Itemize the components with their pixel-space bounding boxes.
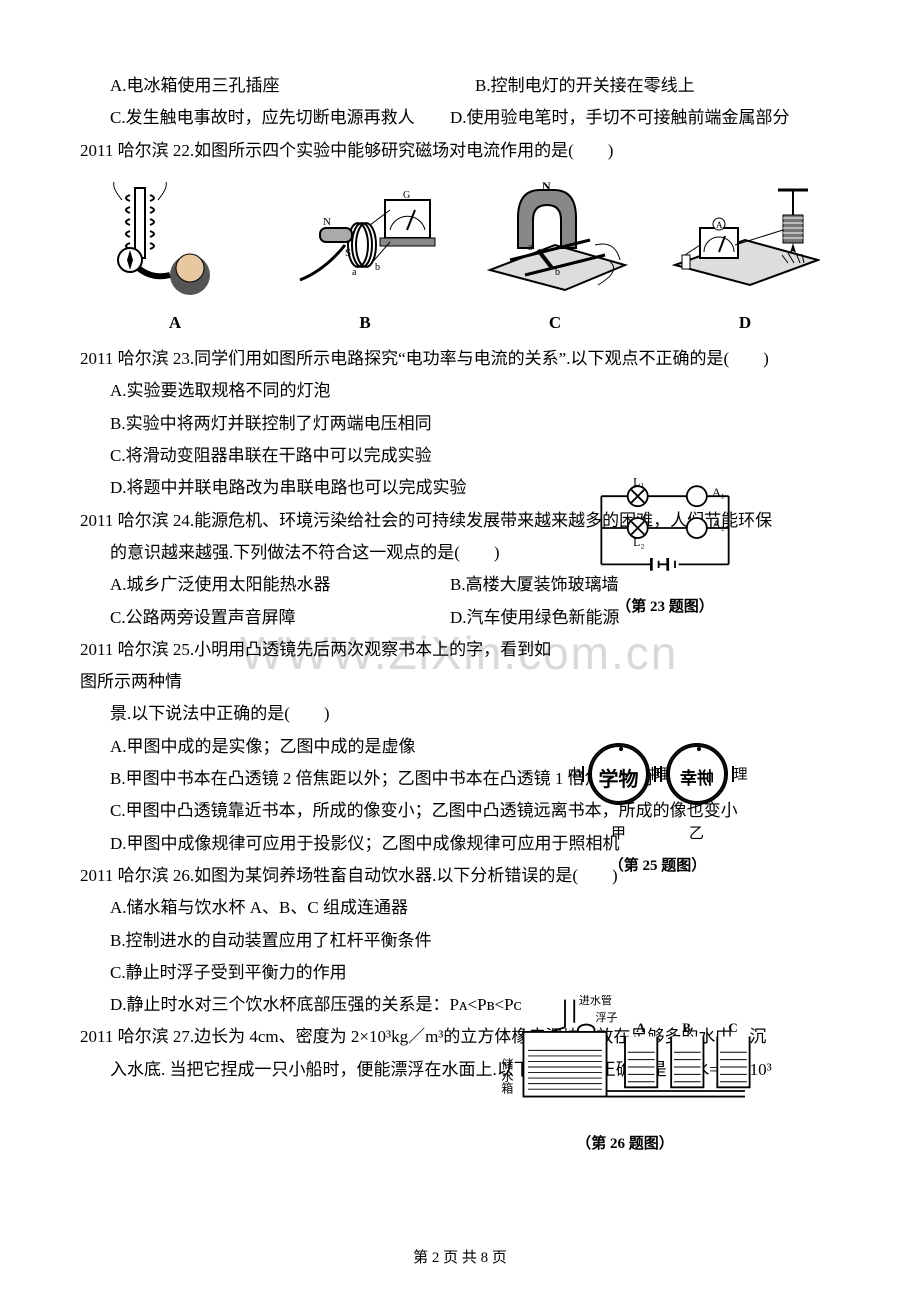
- q23-figure: L₁ L₂ A₁ A₂ （第 23 题图）: [580, 478, 750, 622]
- svg-text:L₂: L₂: [633, 535, 644, 549]
- page-content: A.电冰箱使用三孔插座 B.控制电灯的开关接在零线上 C.发生触电事故时，应先切…: [80, 70, 840, 1086]
- q25-r-outL: 中: [646, 763, 660, 790]
- q25-r-outR: 理: [734, 763, 748, 790]
- q23-option-a: A.实验要选取规格不同的灯泡: [80, 375, 840, 407]
- q26-option-c: C.静止时浮子受到平衡力的作用: [80, 957, 840, 989]
- q24-option-a: A.城乡广泛使用太阳能热水器: [110, 569, 450, 601]
- q22-figure-b: G N S a b B: [290, 175, 440, 339]
- q21-row1: A.电冰箱使用三孔插座 B.控制电灯的开关接在零线上: [80, 70, 840, 102]
- q23-option-b: B.实验中将两灯并联控制了灯两端电压相同: [80, 408, 840, 440]
- q25-label-jiA: 甲: [590, 820, 648, 849]
- svg-text:b: b: [555, 267, 560, 278]
- q26-figure: 进水管 浮子 储水箱: [485, 995, 765, 1159]
- magnet-coil-galvanometer-icon: G N S a b: [290, 180, 440, 300]
- svg-text:C: C: [728, 1020, 737, 1035]
- q25-l-outL: 中: [568, 763, 582, 790]
- q23-stem: 2011 哈尔滨 23.同学们用如图所示电路探究“电功率与电流的关系”.以下观点…: [80, 343, 840, 375]
- parallel-circuit-icon: L₁ L₂ A₁ A₂: [580, 478, 750, 578]
- q25-lens-left: 中 学物 理 甲: [590, 745, 648, 848]
- solenoid-compass-icon: [100, 180, 250, 300]
- svg-text:a: a: [352, 267, 357, 278]
- q21-option-a: A.电冰箱使用三孔插座: [110, 70, 475, 102]
- page-footer: 第 2 页 共 8 页: [0, 1244, 920, 1273]
- q25-caption: （第 25 题图）: [550, 852, 765, 881]
- svg-text:b: b: [375, 262, 380, 273]
- q22-figure-c: N a b C: [480, 175, 630, 339]
- q21-option-d: D.使用验电笔时，手切不可接触前端金属部分: [450, 102, 840, 134]
- electromagnet-ammeter-nail-icon: A: [670, 180, 820, 300]
- svg-text:N: N: [323, 216, 331, 228]
- svg-text:浮子: 浮子: [595, 1011, 617, 1024]
- svg-text:A: A: [716, 220, 723, 230]
- q23-caption: （第 23 题图）: [580, 593, 750, 622]
- svg-text:L₁: L₁: [633, 478, 644, 488]
- q26-option-a: A.储水箱与饮水杯 A、B、C 组成连通器: [80, 892, 840, 924]
- q25-label-yi: 乙: [668, 820, 726, 849]
- q22-stem: 2011 哈尔滨 22.如图所示四个实验中能够研究磁场对电流作用的是( ): [80, 135, 840, 167]
- q22-label-b: B: [290, 307, 440, 339]
- q25-lens-right: 中 帡幸 理 乙: [668, 745, 726, 848]
- lens-icon: 学物: [590, 745, 648, 803]
- q25-stem-line1: 2011 哈尔滨 25.小明用凸透镜先后两次观察书本上的字，看到如: [80, 634, 840, 666]
- q26-caption: （第 26 题图）: [485, 1130, 765, 1159]
- q22-label-d: D: [670, 307, 820, 339]
- lens-icon: 帡幸: [668, 745, 726, 803]
- svg-text:N: N: [542, 180, 551, 193]
- svg-text:储水箱: 储水箱: [500, 1056, 514, 1093]
- q21-row2: C.发生触电事故时，应先切断电源再救人 D.使用验电笔时，手切不可接触前端金属部…: [80, 102, 840, 134]
- svg-text:进水管: 进水管: [579, 995, 612, 1007]
- q22-figure-d: A D: [670, 175, 820, 339]
- q22-label-c: C: [480, 307, 630, 339]
- svg-text:A₂: A₂: [712, 517, 725, 531]
- q25-stem-line3: 景.以下说法中正确的是( ): [80, 698, 840, 730]
- q24-option-c: C.公路两旁设置声音屏障: [110, 602, 450, 634]
- q22-figure-a: A: [100, 175, 250, 339]
- svg-text:A: A: [636, 1020, 646, 1035]
- svg-text:B: B: [682, 1020, 691, 1035]
- svg-text:S: S: [345, 247, 351, 259]
- svg-text:a: a: [528, 242, 533, 253]
- svg-text:A₁: A₁: [712, 485, 725, 499]
- q22-label-a: A: [100, 307, 250, 339]
- svg-text:G: G: [403, 190, 410, 201]
- q25-stem-line2: 图所示两种情: [80, 666, 840, 698]
- q21-option-b: B.控制电灯的开关接在零线上: [475, 70, 840, 102]
- q21-option-c: C.发生触电事故时，应先切断电源再救人: [110, 102, 450, 134]
- water-trough-icon: 进水管 浮子 储水箱: [485, 995, 765, 1115]
- q22-figures-row: A G N S a: [80, 175, 840, 339]
- q25-figure: 中 学物 理 甲 中 帡幸: [550, 745, 765, 881]
- q23-option-c: C.将滑动变阻器串联在干路中可以完成实验: [80, 440, 840, 472]
- q26-option-b: B.控制进水的自动装置应用了杠杆平衡条件: [80, 925, 840, 957]
- horseshoe-magnet-rail-icon: N a b: [480, 180, 630, 300]
